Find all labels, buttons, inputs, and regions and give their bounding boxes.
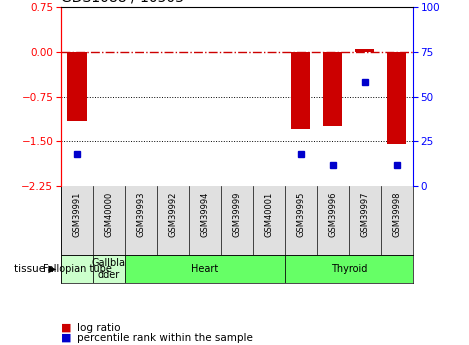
Text: GSM39992: GSM39992 <box>168 192 177 237</box>
Bar <box>387 52 406 145</box>
Bar <box>355 49 374 52</box>
Text: ■: ■ <box>61 333 71 343</box>
Text: GSM39991: GSM39991 <box>72 192 82 237</box>
Text: GSM40000: GSM40000 <box>105 192 113 237</box>
Text: percentile rank within the sample: percentile rank within the sample <box>77 333 253 343</box>
Text: Heart: Heart <box>191 264 219 274</box>
Text: log ratio: log ratio <box>77 323 121 333</box>
Text: GSM39994: GSM39994 <box>200 192 209 237</box>
Text: Thyroid: Thyroid <box>331 264 367 274</box>
Text: GSM39993: GSM39993 <box>136 192 145 237</box>
Text: Fallopian tube: Fallopian tube <box>43 264 112 274</box>
Text: GDS1088 / 10503: GDS1088 / 10503 <box>61 0 184 4</box>
Bar <box>285 255 413 283</box>
Text: GSM39998: GSM39998 <box>392 192 401 237</box>
Text: Gallbla
dder: Gallbla dder <box>92 258 126 280</box>
Text: GSM40001: GSM40001 <box>265 192 273 237</box>
Bar <box>68 52 87 120</box>
Bar <box>125 255 285 283</box>
Bar <box>291 52 310 129</box>
Bar <box>61 255 93 283</box>
Text: GSM39997: GSM39997 <box>360 192 369 237</box>
Text: ■: ■ <box>61 323 71 333</box>
Text: GSM39995: GSM39995 <box>296 192 305 237</box>
Text: GSM39996: GSM39996 <box>328 192 337 237</box>
Text: GSM39999: GSM39999 <box>232 192 242 237</box>
Text: tissue ▶: tissue ▶ <box>14 264 56 274</box>
Bar <box>93 255 125 283</box>
Bar <box>323 52 342 127</box>
